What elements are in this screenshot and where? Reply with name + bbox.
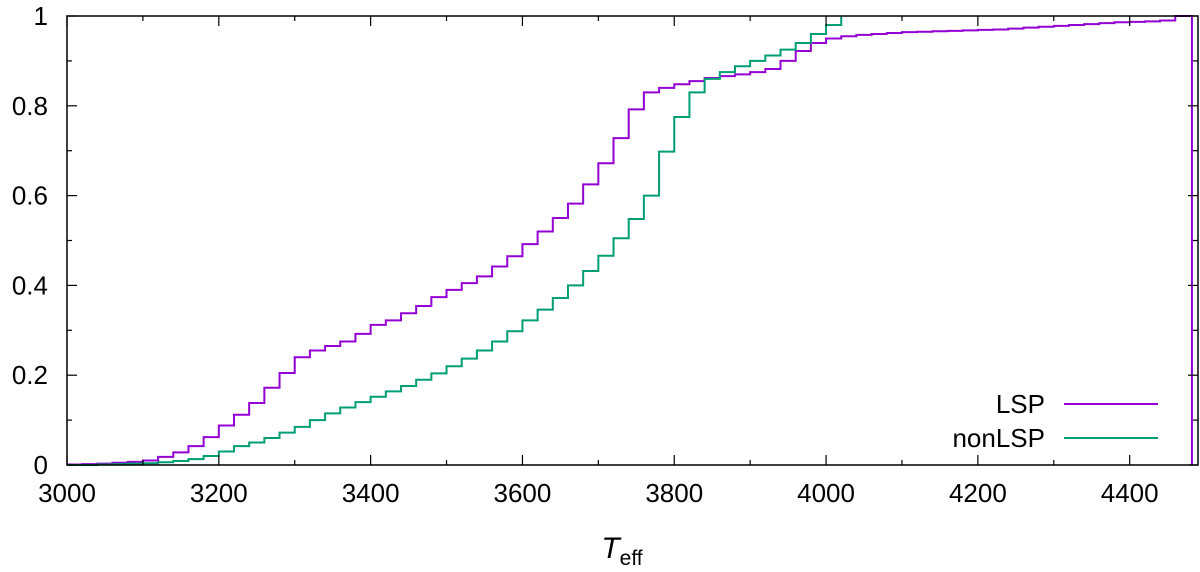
y-tick-label: 0.4 [12, 270, 48, 300]
x-axis-label-subscript: eff [620, 547, 643, 570]
x-tick-label: 3800 [645, 478, 703, 508]
legend-label-lsp: LSP [996, 389, 1045, 419]
x-tick-label: 3600 [494, 478, 552, 508]
legend-label-nonlsp: nonLSP [952, 423, 1045, 453]
legend: LSP nonLSP [952, 389, 1158, 453]
x-tick-label: 4400 [1101, 478, 1159, 508]
y-tick-label: 0.8 [12, 91, 48, 121]
x-tick-label: 3000 [38, 478, 96, 508]
y-tick-label: 0.6 [12, 181, 48, 211]
x-axis-label: Teff [601, 532, 642, 570]
ticks-layer: 3000 3200 3400 3600 3800 4000 4200 4400 0 0.2 0.4 0… [12, 1, 1198, 508]
series-line-lsp [67, 15, 1193, 466]
series-line-nonlsp [67, 16, 843, 466]
x-tick-label: 3200 [190, 478, 248, 508]
x-axis-label-main: T [601, 532, 622, 565]
y-tick-label: 1 [34, 1, 48, 31]
series-layer [67, 15, 1193, 466]
y-tick-label: 0.2 [12, 360, 48, 390]
y-tick-label: 0 [34, 450, 48, 480]
plot-frame [66, 15, 1199, 466]
x-tick-label: 3400 [342, 478, 400, 508]
x-tick-label: 4200 [949, 478, 1007, 508]
x-tick-label: 4000 [797, 478, 855, 508]
